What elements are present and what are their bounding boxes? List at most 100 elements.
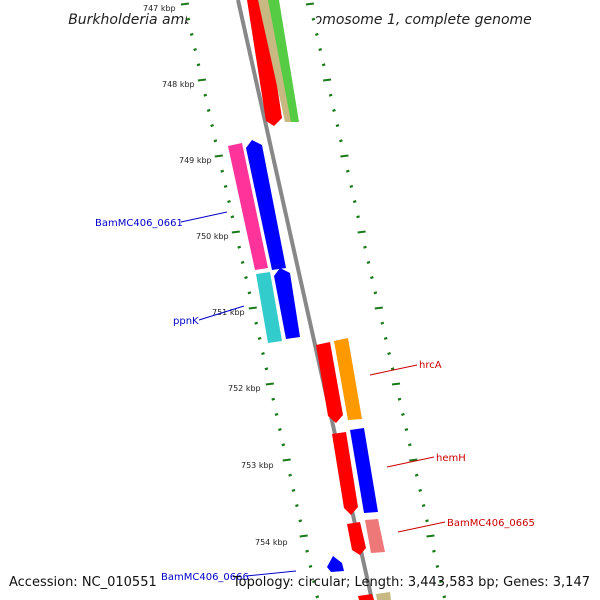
minor-tick	[438, 580, 443, 584]
minor-tick	[383, 336, 388, 340]
minor-tick	[390, 367, 395, 371]
minor-tick	[370, 276, 374, 280]
minor-tick	[404, 428, 409, 432]
minor-tick	[305, 549, 309, 553]
minor-tick	[373, 291, 378, 295]
minor-tick	[435, 564, 440, 568]
gene-arrow-green[interactable]	[268, 0, 299, 122]
gene-arrow-pink[interactable]	[228, 143, 268, 270]
major-tick	[248, 306, 257, 310]
minor-tick	[230, 215, 235, 219]
minor-tick	[349, 184, 354, 188]
minor-tick	[189, 32, 194, 36]
major-tick	[374, 306, 383, 310]
gene-arrow-blue[interactable]	[246, 140, 286, 270]
leader-line	[198, 305, 245, 321]
gene-arrow-red[interactable]	[358, 594, 374, 600]
minor-tick	[442, 595, 447, 599]
minor-tick	[432, 549, 436, 553]
leader-line	[369, 364, 418, 376]
minor-tick	[345, 169, 350, 173]
minor-tick	[223, 184, 228, 188]
major-tick	[322, 78, 332, 82]
gene-arrow-red[interactable]	[247, 0, 282, 126]
minor-tick	[186, 17, 191, 21]
forward-strand-genes	[247, 0, 391, 600]
minor-tick	[321, 63, 326, 67]
minor-tick	[244, 276, 248, 280]
minor-tick	[315, 595, 320, 599]
minor-tick	[418, 488, 423, 492]
minor-tick	[220, 169, 225, 173]
gene-arrow-tan[interactable]	[258, 0, 294, 122]
minor-tick	[203, 93, 208, 97]
minor-tick	[291, 488, 296, 492]
major-tick	[357, 230, 366, 234]
gene-label-BamMC406_0661[interactable]: BamMC406_0661	[95, 218, 183, 229]
minor-tick	[380, 321, 385, 325]
minor-tick	[332, 108, 336, 112]
major-tick	[426, 534, 435, 538]
major-tick	[197, 78, 207, 82]
gene-arrow-blue[interactable]	[274, 268, 300, 339]
minor-tick	[281, 443, 286, 447]
major-tick	[299, 534, 308, 538]
minor-tick	[339, 139, 343, 143]
leader-line	[245, 570, 297, 577]
kbp-label: 752 kbp	[228, 384, 261, 393]
minor-tick	[352, 200, 357, 204]
major-tick	[305, 2, 315, 6]
gene-arrow-blue[interactable]	[350, 428, 378, 513]
kbp-labels: 747 kbp 748 kbp 749 kbp 750 kbp 751 kbp …	[143, 4, 288, 547]
gene-arrow-cyan[interactable]	[256, 272, 282, 343]
minor-tick	[335, 124, 340, 128]
gene-arrow-red[interactable]	[316, 342, 343, 423]
gene-arrow-blue[interactable]	[327, 556, 344, 572]
minor-tick	[193, 48, 197, 52]
minor-tick	[196, 63, 201, 67]
major-tick	[282, 458, 291, 462]
major-tick	[391, 382, 401, 386]
kbp-label: 749 kbp	[179, 156, 212, 165]
minor-tick	[314, 32, 319, 36]
kbp-label: 750 kbp	[196, 232, 229, 241]
minor-tick	[363, 245, 367, 249]
scale-ticks-left	[180, 2, 320, 599]
minor-tick	[318, 48, 323, 52]
gene-label-hrcA[interactable]: hrcA	[419, 360, 442, 371]
minor-tick	[356, 215, 360, 219]
gene-arrow-salmon[interactable]	[365, 519, 385, 553]
minor-tick	[288, 473, 292, 477]
minor-tick	[295, 504, 299, 508]
accession-text: Accession: NC_010551	[9, 575, 157, 590]
kbp-label: 747 kbp	[143, 4, 176, 13]
kbp-label: 753 kbp	[241, 461, 274, 470]
minor-tick	[421, 504, 426, 508]
minor-tick	[257, 336, 262, 340]
scale-ticks-right	[305, 2, 447, 599]
label-leaders	[180, 211, 446, 577]
kbp-label: 748 kbp	[162, 80, 195, 89]
gene-label-hemH[interactable]: hemH	[436, 453, 466, 464]
minor-tick	[254, 321, 259, 325]
gene-arrow-orange[interactable]	[334, 338, 362, 420]
gene-label-BamMC406_0665[interactable]: BamMC406_0665	[447, 518, 535, 529]
major-tick	[180, 2, 190, 6]
minor-tick	[271, 397, 276, 401]
gene-arrow-tan[interactable]	[376, 592, 391, 600]
gene-arrow-red[interactable]	[332, 432, 358, 515]
minor-tick	[312, 580, 316, 584]
minor-tick	[274, 412, 279, 416]
major-tick	[214, 154, 223, 158]
gene-label-BamMC406_0666[interactable]: BamMC406_0666	[161, 572, 249, 583]
minor-tick	[407, 443, 412, 447]
major-tick	[231, 230, 240, 234]
minor-tick	[264, 367, 269, 371]
minor-tick	[414, 473, 419, 477]
backbone-band	[183, 0, 446, 600]
major-tick	[409, 458, 418, 462]
gene-label-ppnK[interactable]: ppnK	[173, 316, 199, 327]
gene-arrow-red[interactable]	[347, 522, 366, 555]
minor-tick	[278, 428, 282, 432]
minor-tick	[247, 291, 252, 295]
